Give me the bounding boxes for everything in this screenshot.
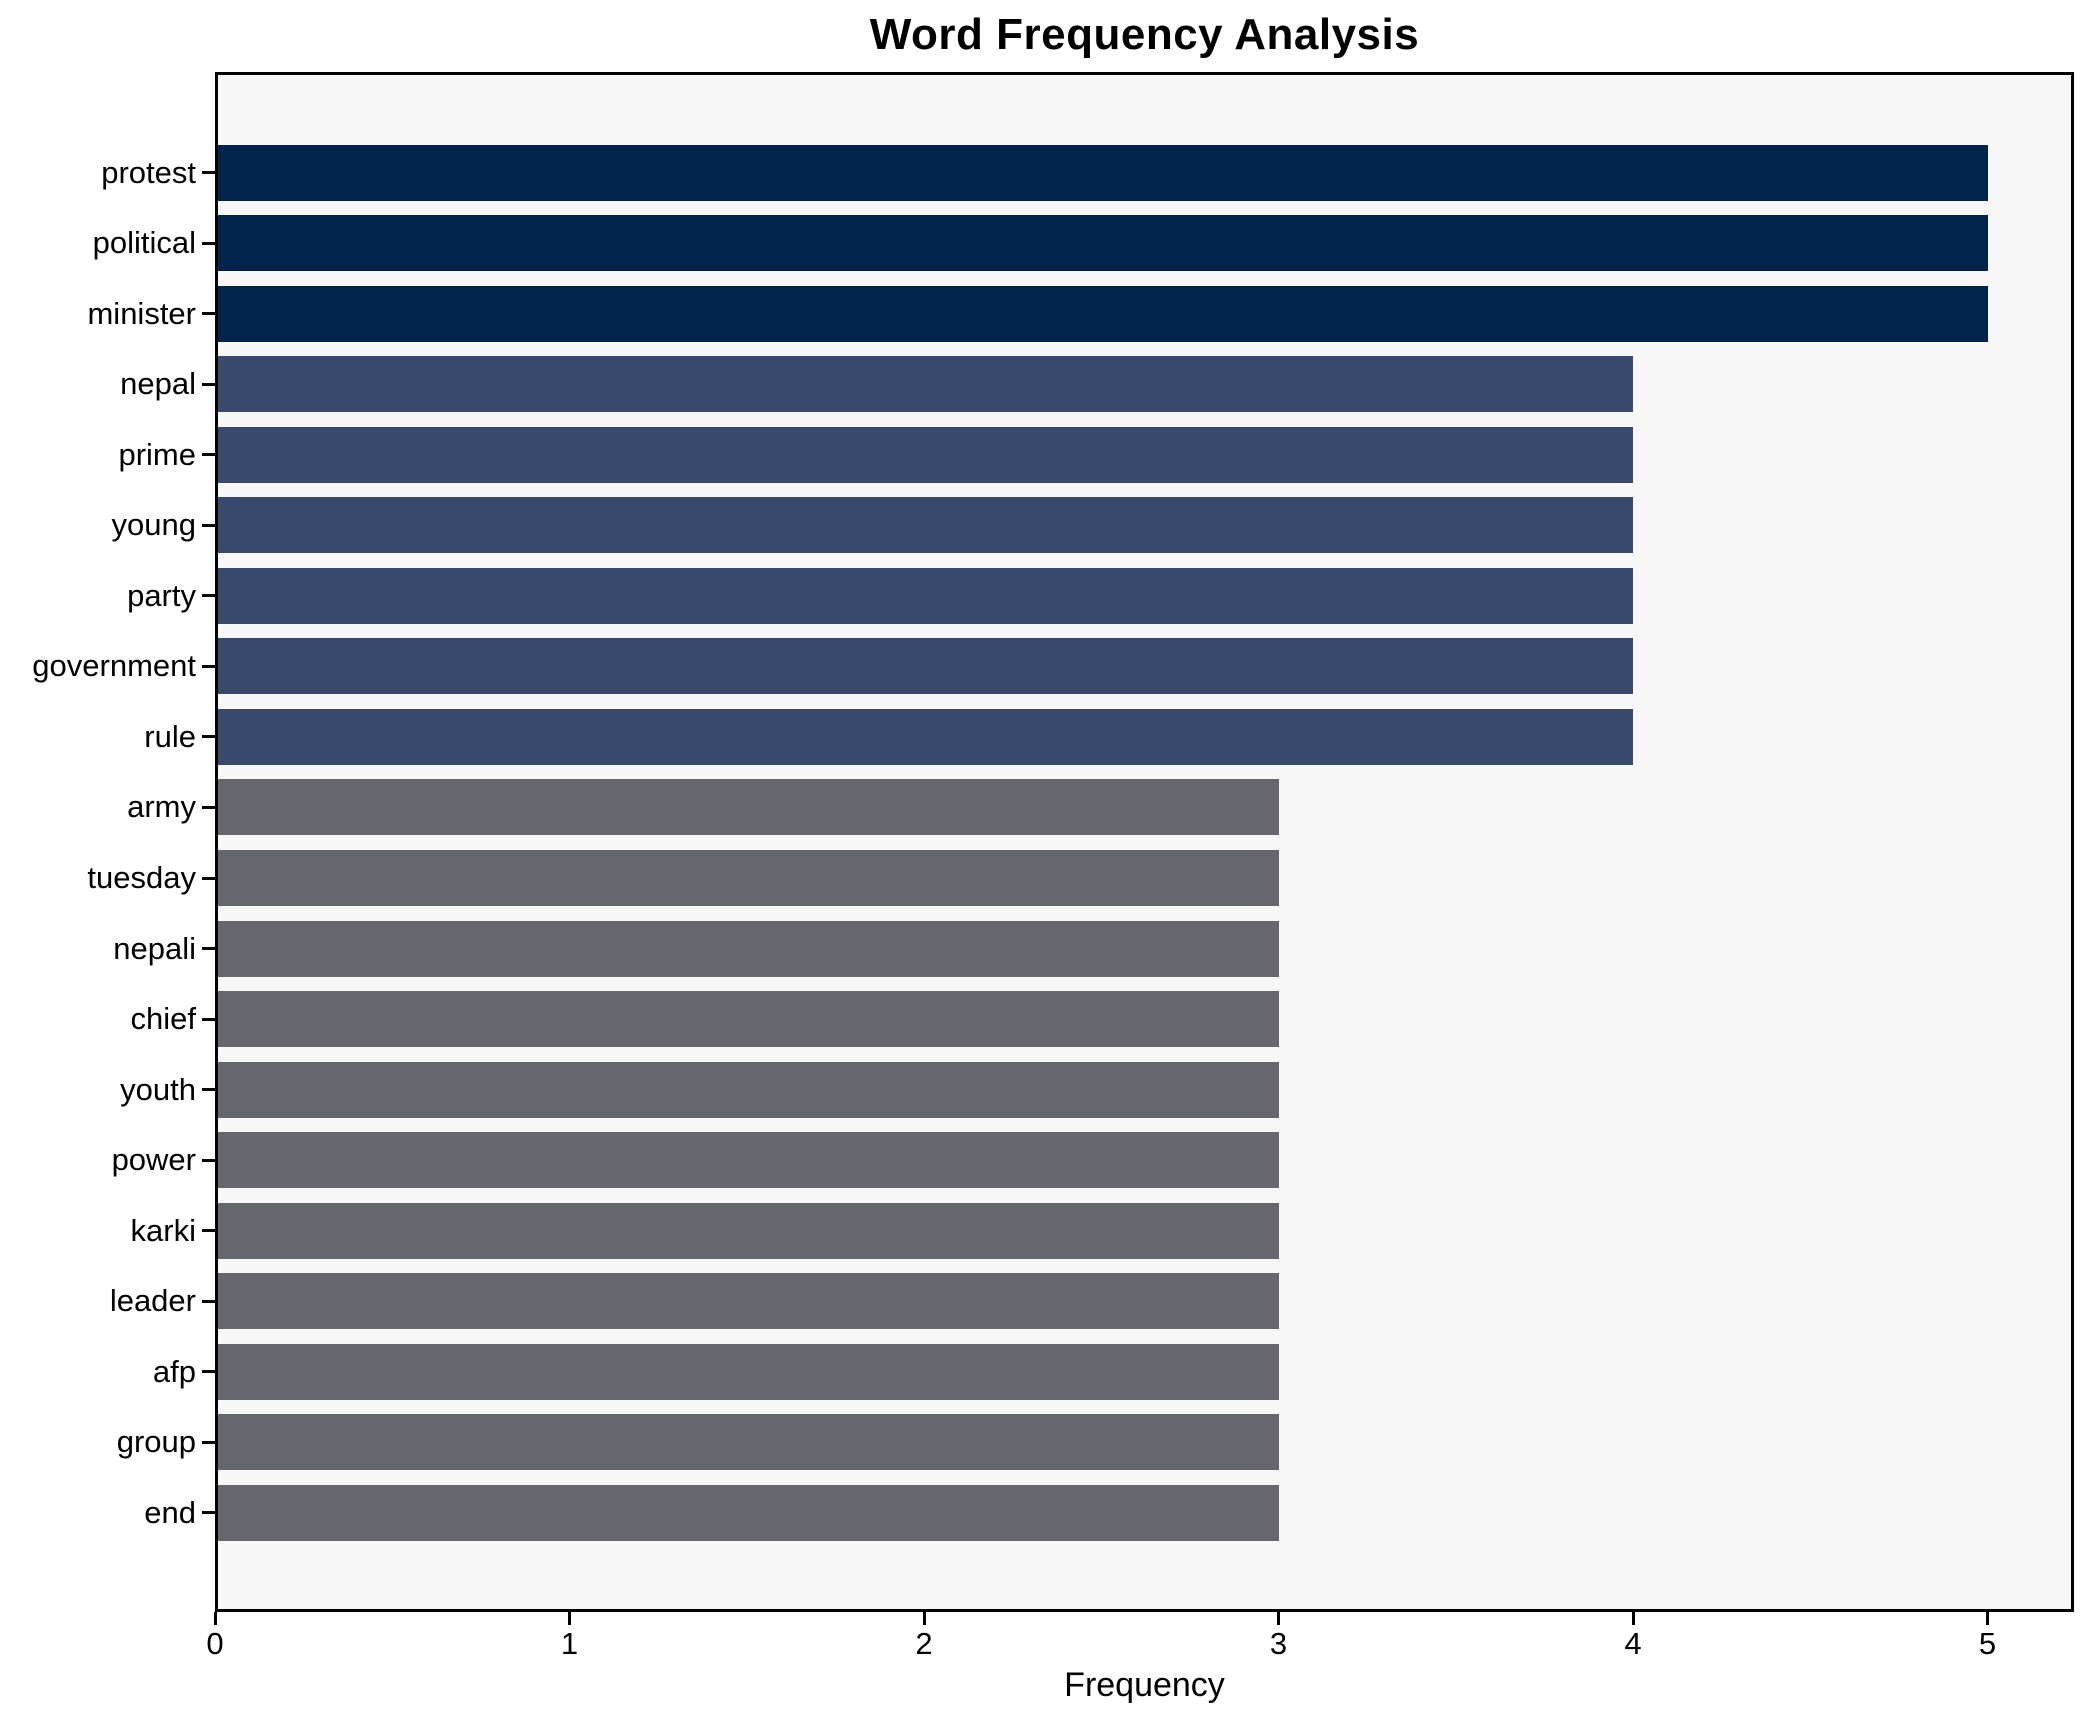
y-tick-afp xyxy=(202,1370,215,1374)
y-tick-nepal xyxy=(202,382,215,386)
y-tick-label-protest: protest xyxy=(101,154,196,190)
bar-political xyxy=(217,215,1988,272)
y-tick-label-group: group xyxy=(116,1424,196,1460)
y-tick-chief xyxy=(202,1017,215,1021)
bar-end xyxy=(217,1484,1279,1541)
bar-party xyxy=(217,567,1633,624)
y-tick-young xyxy=(202,523,215,527)
y-tick-youth xyxy=(202,1088,215,1092)
y-tick-karki xyxy=(202,1229,215,1233)
bar-prime xyxy=(217,426,1633,483)
x-tick-3 xyxy=(1277,1612,1280,1625)
bar-youth xyxy=(217,1061,1279,1118)
y-tick-label-karki: karki xyxy=(130,1212,196,1248)
y-tick-label-prime: prime xyxy=(118,436,196,472)
y-tick-label-afp: afp xyxy=(152,1353,196,1389)
y-tick-label-army: army xyxy=(127,789,196,825)
x-tick-0 xyxy=(213,1612,217,1625)
y-tick-group xyxy=(202,1440,215,1444)
bar-government xyxy=(217,638,1633,695)
x-tick-5 xyxy=(1986,1612,1989,1625)
bar-power xyxy=(217,1132,1279,1189)
y-tick-army xyxy=(202,805,215,809)
y-tick-power xyxy=(202,1158,215,1162)
bar-karki xyxy=(217,1202,1279,1259)
x-axis-title: Frequency xyxy=(1064,1666,1225,1704)
y-tick-label-government: government xyxy=(32,648,196,684)
y-tick-prime xyxy=(202,453,215,457)
y-tick-label-nepal: nepal xyxy=(120,366,196,402)
y-tick-label-chief: chief xyxy=(130,1001,196,1037)
bar-young xyxy=(217,497,1633,554)
y-tick-label-end: end xyxy=(144,1494,196,1530)
bar-nepali xyxy=(217,920,1279,977)
y-tick-tuesday xyxy=(202,876,215,880)
bar-army xyxy=(217,779,1279,836)
y-tick-rule xyxy=(202,735,215,739)
y-tick-label-party: party xyxy=(127,577,196,613)
x-tick-1 xyxy=(568,1612,571,1625)
y-tick-nepali xyxy=(202,947,215,951)
y-tick-label-rule: rule xyxy=(144,718,196,754)
x-tick-label-4: 4 xyxy=(1624,1626,1642,1661)
y-tick-party xyxy=(202,594,215,598)
x-tick-4 xyxy=(1631,1612,1635,1625)
y-tick-label-political: political xyxy=(92,225,196,261)
bar-leader xyxy=(217,1273,1279,1330)
bar-protest xyxy=(217,144,1988,201)
bar-rule xyxy=(217,708,1633,765)
x-tick-label-5: 5 xyxy=(1978,1626,1997,1661)
x-tick-label-2: 2 xyxy=(915,1626,933,1661)
y-tick-label-leader: leader xyxy=(109,1283,196,1319)
y-tick-minister xyxy=(202,312,215,316)
y-tick-protest xyxy=(202,171,215,174)
bar-afp xyxy=(217,1343,1279,1400)
bar-nepal xyxy=(217,356,1633,413)
x-tick-label-1: 1 xyxy=(560,1626,579,1661)
x-tick-label-3: 3 xyxy=(1269,1626,1288,1661)
y-tick-leader xyxy=(202,1299,215,1303)
x-tick-label-0: 0 xyxy=(206,1626,224,1661)
bar-group xyxy=(217,1414,1279,1471)
y-tick-government xyxy=(202,664,215,668)
x-tick-2 xyxy=(922,1612,926,1625)
y-tick-label-tuesday: tuesday xyxy=(87,860,196,895)
y-tick-political xyxy=(202,241,215,245)
y-tick-label-power: power xyxy=(111,1142,196,1178)
bar-chief xyxy=(217,991,1279,1048)
y-tick-label-young: young xyxy=(111,507,196,543)
y-tick-end xyxy=(202,1511,215,1515)
y-tick-label-nepali: nepali xyxy=(113,930,196,966)
chart-title: Word Frequency Analysis xyxy=(869,10,1420,59)
y-tick-label-youth: youth xyxy=(120,1071,196,1107)
y-tick-label-minister: minister xyxy=(87,295,196,331)
bar-minister xyxy=(217,285,1988,342)
bar-tuesday xyxy=(217,850,1279,906)
